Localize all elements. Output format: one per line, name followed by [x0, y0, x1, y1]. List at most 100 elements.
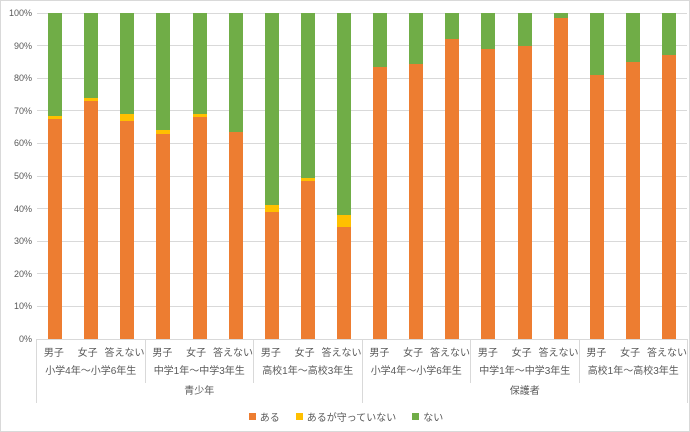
y-axis-tick-label: 100% — [8, 8, 32, 18]
bar-segment — [192, 13, 207, 115]
stacked-bar — [589, 13, 604, 339]
y-axis-tick-label: 20% — [13, 268, 32, 279]
stacked-bar — [336, 13, 351, 339]
bar-label: 答えない — [538, 347, 579, 359]
bar-label: 答えない — [647, 347, 687, 359]
bar-label: 男子 — [43, 347, 64, 359]
bar-segment — [228, 131, 243, 339]
bar-segment — [553, 17, 568, 339]
stacked-bar — [264, 13, 279, 339]
bar-label: 答えない — [213, 347, 253, 359]
gridline — [37, 273, 687, 275]
bar-label-row: 男子 女子 答えない — [363, 339, 470, 363]
bar-segment — [192, 114, 207, 118]
bar-label-row: 男子 女子 答えない — [146, 339, 253, 363]
bar-segment — [300, 180, 315, 339]
bar-segment — [264, 211, 279, 339]
bar-segment — [589, 13, 604, 75]
subgroup-row: 男子 女子 答えない 小学4年～小学6年生 男子 女子 答えない 中学1年～中学3年生 男子 女子… — [37, 339, 362, 383]
bar-label: 男子 — [152, 347, 173, 359]
bar-label: 答えない — [430, 347, 470, 359]
bar-segment — [192, 117, 207, 339]
bar-segment — [120, 114, 135, 121]
legend-label: ある — [259, 412, 280, 424]
bar-segment — [661, 13, 676, 56]
bar-segment — [84, 13, 99, 98]
bar-segment — [625, 13, 640, 62]
bar-segment — [84, 97, 99, 101]
bar-label-row: 男子 女子 答えない — [580, 339, 687, 363]
bar-segment — [300, 13, 315, 178]
axis-subgroup: 男子 女子 答えない中学1年～中学3年生 — [471, 339, 580, 383]
legend-swatch-icon — [248, 412, 256, 420]
subgroup-label: 高校1年～高校3年生 — [262, 366, 354, 377]
bar-segment — [481, 13, 496, 49]
legend-label: ない — [423, 412, 444, 424]
subgroup-label: 中学1年～中学3年生 — [479, 366, 571, 377]
stacked-bar — [373, 13, 388, 339]
subgroup-row: 男子 女子 答えない 小学4年～小学6年生 男子 女子 答えない 中学1年～中学3年生 男子 女子… — [363, 339, 687, 383]
bar-segment — [336, 215, 351, 227]
axis-group-half: 男子 女子 答えない 小学4年～小学6年生 男子 女子 答えない 中学1年～中学3年生 男子 女子… — [363, 339, 688, 403]
bar-segment — [48, 115, 63, 119]
bar-segment — [120, 13, 135, 115]
bar-label-row: 男子 女子 答えない — [37, 339, 145, 363]
gridline — [37, 142, 687, 144]
stacked-bar — [625, 13, 640, 339]
y-axis-tick-label: 60% — [13, 138, 32, 149]
y-axis-tick-label: 10% — [13, 301, 32, 312]
axis-group-half: 男子 女子 答えない 小学4年～小学6年生 男子 女子 答えない 中学1年～中学3年生 男子 女子… — [37, 339, 363, 403]
subgroup-label: 高校1年～高校3年生 — [587, 366, 679, 377]
legend-item: ある — [248, 409, 280, 424]
axis-subgroup: 男子 女子 答えない小学4年～小学6年生 — [363, 339, 471, 383]
bar-segment — [300, 177, 315, 181]
plot-area — [37, 12, 687, 340]
axis-subgroup: 男子 女子 答えない高校1年～高校3年生 — [580, 339, 687, 383]
stacked-bar — [156, 13, 171, 339]
gridline — [37, 240, 687, 242]
bar-segment — [48, 118, 63, 339]
bar-label: 女子 — [77, 347, 98, 359]
subgroup-label: 小学4年～小学6年生 — [370, 366, 462, 377]
gridline — [37, 175, 687, 177]
stacked-bar — [228, 13, 243, 339]
gridline — [37, 305, 687, 307]
gridline — [37, 45, 687, 47]
axis-subgroup: 男子 女子 答えない 高校1年～高校3年生 — [254, 339, 362, 383]
bar-label: 男子 — [586, 347, 607, 359]
legend-label: あるが守っていない — [306, 412, 397, 424]
bar-segment — [336, 226, 351, 339]
bar-label: 答えない — [104, 347, 145, 359]
axis-subgroup: 男子 女子 答えない小学4年～小学6年生 — [37, 339, 146, 383]
y-axis-tick-label: 70% — [13, 105, 32, 116]
stacked-bar — [661, 13, 676, 339]
bar-segment — [373, 13, 388, 67]
bar-label-row: 男子 女子 答えない — [471, 339, 579, 363]
bar-segment — [84, 101, 99, 339]
y-axis-tick-label: 0% — [18, 334, 32, 344]
bar-segment — [625, 61, 640, 339]
bar-label: 男子 — [369, 347, 390, 359]
stacked-bar — [409, 13, 424, 339]
legend-swatch-icon — [295, 412, 303, 420]
bar-label: 女子 — [620, 347, 641, 359]
gridline — [37, 12, 687, 14]
bar-segment — [409, 63, 424, 339]
bar-label: 男子 — [260, 347, 281, 359]
bar-segment — [373, 66, 388, 339]
bar-segment — [156, 13, 171, 131]
stacked-bar — [481, 13, 496, 339]
bar-segment — [264, 205, 279, 212]
gridline — [37, 208, 687, 210]
legend-item: あるが守っていない — [295, 409, 397, 424]
bar-segment — [409, 13, 424, 64]
bar-segment — [517, 13, 532, 46]
legend: ある あるが守っていない ない — [1, 405, 689, 427]
y-axis-tick-label: 30% — [13, 236, 32, 247]
y-axis-tick-label: 80% — [13, 73, 32, 84]
subgroup-label: 小学4年～小学6年生 — [45, 366, 137, 377]
bar-label: 女子 — [403, 347, 424, 359]
group-label: 青少年 — [184, 386, 215, 397]
bar-segment — [481, 48, 496, 339]
y-axis-tick-label: 90% — [13, 40, 32, 51]
